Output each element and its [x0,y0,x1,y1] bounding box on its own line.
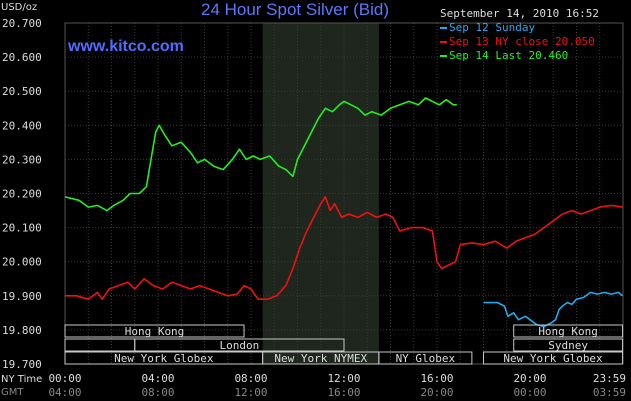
legend: September 14, 2010 16:52 Sep 12 Sunday S… [440,7,599,63]
x-tick-label-gmt: 12:00 [234,386,267,399]
y-tick-label: 20.200 [2,188,42,201]
chart-title: 24 Hour Spot Silver (Bid) [200,0,390,19]
y-tick-label: 20.700 [2,17,42,30]
x-tick-label: 04:00 [141,372,174,385]
legend-label: Sep 14 Last 20.460 [449,49,569,62]
x-tick-label: 16:00 [420,372,453,385]
y-tick-label: 20.400 [2,119,42,132]
y-tick-label: 19.700 [2,358,42,371]
session-box [64,324,245,338]
x-tick-label: 20:00 [513,372,546,385]
x-tick-label-gmt: 08:00 [141,386,174,399]
x-tick-label-gmt: 04:00 [48,386,81,399]
legend-item-sep12: Sep 12 Sunday [440,21,599,35]
y-tick-label: 19.900 [2,290,42,303]
x-row-label-ny: NY Time [1,374,42,385]
series-line [483,291,624,328]
legend-swatch [440,27,447,29]
session-box [378,351,473,365]
session-box [513,324,624,338]
x-tick-label-gmt: 00:00 [513,386,546,399]
session-box [64,338,136,352]
y-axis-unit: USD/oz [1,2,38,13]
y-tick-label: 20.000 [2,256,42,269]
timestamp: September 14, 2010 16:52 [440,7,599,20]
session-label: London [220,339,260,352]
legend-item-sep14: Sep 14 Last 20.460 [440,49,599,63]
session-label: Hong Kong [125,325,185,338]
y-tick-label: 20.500 [2,85,42,98]
x-tick-label: 23:59 [593,372,626,385]
y-tick-label: 20.100 [2,222,42,235]
session-label: New York Globex [503,352,603,365]
x-row-label-gmt: GMT [1,387,24,398]
x-tick-label: 12:00 [327,372,360,385]
session-label: New York Globex [114,352,214,365]
series-line [65,196,623,300]
session-label: NY Globex [396,352,456,365]
legend-swatch [440,41,447,43]
session-box [483,351,624,365]
series-line [64,97,457,212]
session-label: New York NYMEX [274,352,367,365]
x-tick-label-gmt: 03:59 [593,386,626,399]
brand-link[interactable]: www.kitco.com [68,38,184,55]
legend-item-sep13: Sep 13 NY close 20.050 [440,35,599,49]
y-tick-label: 19.800 [2,324,42,337]
x-tick-label: 08:00 [234,372,267,385]
session-label: Sydney [548,339,588,352]
legend-label: Sep 12 Sunday [449,21,536,34]
y-tick-label: 20.600 [2,51,42,64]
session-label: Hong Kong [538,325,598,338]
legend-swatch [440,55,447,57]
x-tick-label-gmt: 20:00 [420,386,453,399]
legend-label: Sep 13 NY close 20.050 [449,35,595,48]
x-tick-label-gmt: 16:00 [327,386,360,399]
y-tick-label: 20.300 [2,153,42,166]
session-box [513,338,624,352]
x-tick-label: 00:00 [48,372,81,385]
